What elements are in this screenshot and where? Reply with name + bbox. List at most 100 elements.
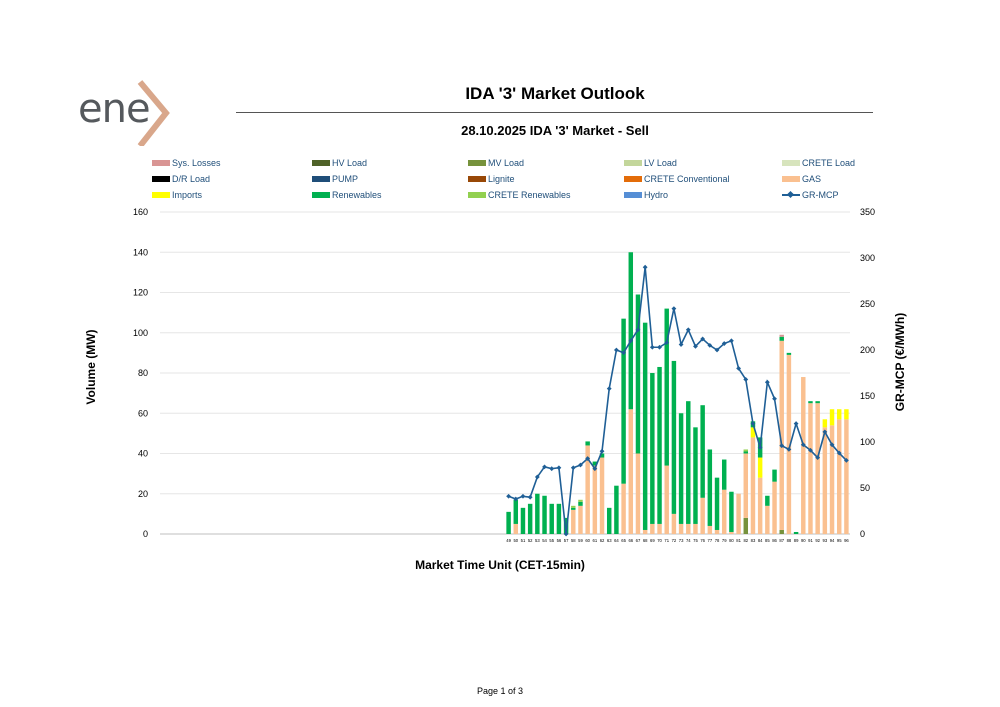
x-tick-label: 66 [628, 538, 633, 543]
y-tick-label: 0 [143, 529, 148, 539]
x-tick-label: 96 [844, 538, 849, 543]
mcp-point [700, 336, 706, 342]
bar-segment [527, 503, 533, 534]
x-tick-label: 73 [679, 538, 684, 543]
x-tick-label: 50 [513, 538, 518, 543]
bar-segment [736, 493, 741, 534]
title-divider [236, 112, 873, 113]
legend-item: PUMP [312, 172, 358, 186]
x-tick-label: 58 [571, 538, 576, 543]
bar-segment [779, 334, 784, 337]
legend-item: CRETE Renewables [468, 188, 571, 202]
bar-segment [693, 523, 698, 534]
legend-item: HV Load [312, 156, 367, 170]
legend-item: Lignite [468, 172, 515, 186]
mcp-point [642, 264, 648, 270]
legend-item: D/R Load [152, 172, 210, 186]
y2-axis-label: GR-MCP (€/MWh) [893, 312, 907, 412]
bar-segment [578, 501, 583, 506]
mcp-point [743, 377, 749, 382]
bar-segment [786, 354, 792, 534]
x-tick-label: 74 [686, 538, 691, 543]
bar-segment [772, 469, 777, 482]
bar-segment [686, 523, 691, 534]
bar-segment [642, 322, 648, 530]
bar-segment [779, 529, 784, 534]
bar-segment [650, 523, 655, 534]
bar-segment [729, 491, 734, 532]
legend-swatch [624, 192, 642, 198]
bar-segment [844, 409, 849, 420]
x-tick-label: 49 [506, 538, 511, 543]
bar-segment [621, 483, 626, 534]
bar-segment [793, 531, 799, 534]
bar-segment [729, 531, 734, 534]
mcp-point [729, 338, 734, 344]
legend-item: Renewables [312, 188, 382, 202]
mcp-point [563, 531, 569, 537]
y-tick-label: 20 [138, 489, 148, 499]
bar-segment [700, 405, 705, 498]
x-tick-label: 86 [772, 538, 777, 543]
x-tick-label: 91 [808, 538, 813, 543]
legend-label: CRETE Renewables [488, 190, 571, 200]
x-tick-label: 62 [600, 538, 605, 543]
mcp-point [513, 496, 519, 502]
x-tick-label: 70 [657, 538, 662, 543]
y-tick-label: 100 [133, 328, 148, 338]
bar-segment [743, 449, 749, 452]
mcp-point [800, 442, 806, 448]
x-tick-label: 94 [830, 538, 835, 543]
bar-segment [599, 453, 605, 458]
x-tick-label: 93 [823, 538, 828, 543]
bar-segment [549, 503, 554, 534]
bar-segment [628, 252, 634, 410]
mcp-point [836, 450, 842, 456]
bar-segment [513, 523, 519, 534]
legend-swatch [468, 192, 486, 198]
bar-segment [779, 336, 784, 341]
y2-tick-label: 250 [860, 299, 875, 309]
legend-item: GR-MCP [782, 188, 839, 202]
y-axis-label: Volume (MW) [84, 329, 98, 405]
mcp-point [822, 429, 828, 435]
mcp-point [714, 347, 720, 353]
bar-segment [664, 465, 669, 534]
mcp-point [693, 343, 698, 349]
bar-segment [743, 517, 749, 534]
bar-segment [614, 485, 619, 534]
x-tick-label: 68 [643, 538, 648, 543]
legend-label: PUMP [332, 174, 359, 184]
mcp-point [685, 327, 691, 333]
x-tick-label: 81 [736, 538, 741, 543]
x-tick-label: 55 [549, 538, 554, 543]
mcp-point [664, 340, 670, 346]
x-tick-label: 76 [700, 538, 705, 543]
bar-segment [664, 308, 669, 466]
mcp-point [520, 493, 526, 499]
bar-segment [693, 427, 698, 524]
bar-segment [506, 511, 511, 534]
x-tick-label: 54 [542, 538, 547, 543]
bar-segment [513, 499, 519, 524]
bar-segment [592, 465, 598, 534]
y2-tick-label: 150 [860, 391, 875, 401]
bar-segment [836, 419, 842, 534]
legend-swatch [312, 176, 330, 182]
legend-label: GAS [802, 174, 822, 184]
bar-segment [721, 489, 727, 534]
x-tick-label: 84 [758, 538, 763, 543]
mcp-point [793, 421, 799, 426]
y-tick-label: 40 [138, 449, 148, 459]
bar-segment [686, 401, 691, 524]
mcp-point [649, 344, 655, 350]
legend-label: Imports [172, 190, 203, 200]
x-tick-label: 95 [837, 538, 842, 543]
bar-segment [592, 461, 598, 466]
x-tick-label: 85 [765, 538, 770, 543]
mcp-point [592, 466, 598, 472]
mcp-point [844, 458, 849, 463]
bar-segment [678, 523, 684, 534]
y2-tick-label: 200 [860, 345, 875, 355]
